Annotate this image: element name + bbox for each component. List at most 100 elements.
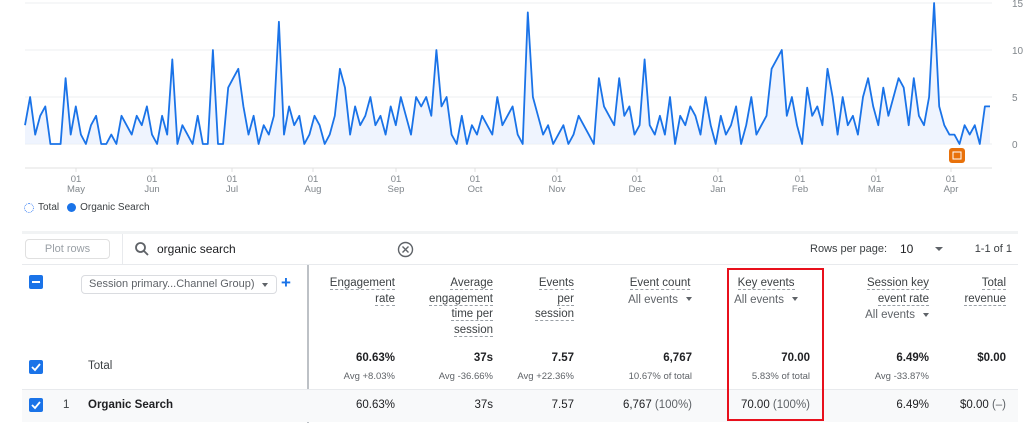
column-header-events-per-session[interactable]: Events per session (535, 276, 574, 323)
x-tick-month: Dec (629, 184, 646, 195)
value: 6.49% (896, 399, 929, 411)
header-label: Average (450, 277, 493, 290)
column-header-total-revenue[interactable]: Total revenue (964, 276, 1006, 307)
x-tick-day: 01 (552, 174, 563, 185)
search-icon (135, 242, 149, 256)
total-value: $0.00 (977, 352, 1006, 364)
y-tick-label: 10 (1012, 46, 1024, 57)
organic-dot-icon (67, 203, 77, 212)
dimension-label: Session primary...Channel Group) (89, 278, 255, 290)
rows-per-page-select[interactable]: 10 (900, 242, 914, 256)
divider (122, 234, 123, 265)
column-header-engagement-rate[interactable]: Engagement rate (329, 276, 395, 307)
event-filter-dropdown[interactable]: All events (628, 293, 692, 309)
x-tick-day: 01 (227, 174, 238, 185)
header-label: revenue (964, 292, 1006, 306)
row-value: 6,767 (100%) (623, 399, 692, 411)
legend-total[interactable]: Total (24, 202, 59, 213)
event-filter-dropdown[interactable]: All events (865, 308, 929, 324)
filter-label: All events (734, 293, 784, 306)
key-events-highlight (727, 268, 824, 421)
header-label: Event count (629, 277, 691, 290)
value: $0.00 (959, 399, 989, 411)
total-comparison: Avg +8.03% (343, 371, 395, 382)
total-value: 70.00 (781, 352, 810, 364)
total-comparison: Avg -33.87% (874, 371, 929, 382)
value: 70.00 (740, 399, 770, 411)
value: 60.63% (355, 399, 395, 411)
row-value: $0.00 (–) (960, 399, 1006, 411)
header-label: per (557, 292, 574, 306)
dimension-select[interactable]: Session primary...Channel Group) (81, 275, 277, 294)
header-label: Key events (737, 277, 795, 290)
legend-organic-search[interactable]: Organic Search (67, 202, 150, 213)
share: (–) (991, 399, 1006, 411)
table-row[interactable] (22, 389, 1018, 422)
chart-legend: Total Organic Search (24, 202, 150, 213)
total-value: 60.63% (355, 352, 395, 364)
header-label: Total (981, 277, 1006, 290)
divider (22, 231, 1018, 234)
x-tick-day: 01 (71, 174, 82, 185)
header-label: session (535, 308, 574, 321)
x-tick-day: 01 (632, 174, 643, 185)
column-divider (307, 265, 309, 423)
column-header-avg-engagement-time[interactable]: Average engagement time per session (429, 276, 493, 338)
series-line-organic-search (24, 2, 990, 145)
x-tick-day: 01 (871, 174, 882, 185)
total-value: 6,767 (663, 352, 692, 364)
value: 7.57 (551, 399, 574, 411)
x-tick-month: May (67, 184, 85, 195)
search-input[interactable]: organic search (157, 242, 236, 256)
row-index: 1 (63, 399, 70, 411)
header-label: engagement (429, 292, 493, 306)
total-value: 6.49% (896, 352, 929, 364)
total-label: Total (88, 360, 113, 372)
clear-search-icon[interactable] (397, 241, 414, 258)
annotation-icon-glyph (952, 151, 962, 160)
row-value: 6.49% (896, 399, 929, 411)
total-dot-icon (24, 202, 34, 213)
x-tick-month: Apr (944, 184, 959, 195)
filter-label: All events (865, 309, 915, 321)
x-tick-day: 01 (470, 174, 481, 185)
value: 6,767 (622, 399, 652, 411)
total-value: 7.57 (551, 352, 574, 364)
x-tick-day: 01 (795, 174, 806, 185)
total-comparison: 10.67% of total (628, 371, 692, 382)
legend-label: Organic Search (80, 202, 150, 213)
row-label[interactable]: Organic Search (88, 399, 174, 411)
plot-rows-button[interactable]: Plot rows (25, 239, 110, 259)
total-comparison: Avg -36.66% (438, 371, 493, 382)
add-dimension-button[interactable]: + (281, 273, 291, 292)
total-comparison: Avg +22.36% (517, 371, 574, 382)
column-header-session-key-event-rate[interactable]: Session key event rate All events (865, 276, 929, 324)
time-series-chart: 05101501May01Jun01Jul01Aug01Sep01Oct01No… (24, 0, 1024, 195)
x-tick-month: Jan (710, 184, 725, 195)
header-label: Session key (866, 277, 929, 290)
event-filter-dropdown[interactable]: All events (734, 293, 798, 309)
column-header-event-count[interactable]: Event count All events (628, 276, 692, 308)
filter-label: All events (628, 293, 678, 306)
annotation-icon[interactable] (949, 148, 965, 163)
pagination-text: 1-1 of 1 (974, 243, 1012, 255)
y-tick-label: 15 (1012, 0, 1024, 10)
y-tick-label: 5 (1012, 93, 1018, 104)
select-all-checkbox[interactable] (29, 275, 43, 289)
x-tick-month: Feb (792, 184, 808, 195)
x-tick-day: 01 (391, 174, 402, 185)
x-tick-month: Jul (226, 184, 238, 195)
header-label: event rate (877, 292, 929, 306)
column-header-key-events[interactable]: Key events All events (734, 276, 798, 308)
chevron-down-icon (686, 297, 692, 302)
x-tick-day: 01 (147, 174, 158, 185)
dropdown-arrow-icon[interactable] (935, 247, 943, 251)
total-checkbox[interactable] (29, 360, 43, 374)
total-value: 37s (473, 352, 493, 364)
table-toolbar: Plot rows organic search Rows per page: … (22, 234, 1018, 265)
x-tick-day: 01 (308, 174, 319, 185)
row-checkbox[interactable] (29, 398, 43, 412)
chevron-down-icon (792, 297, 798, 302)
x-tick-month: Sep (388, 184, 405, 195)
y-tick-label: 0 (1012, 140, 1018, 151)
